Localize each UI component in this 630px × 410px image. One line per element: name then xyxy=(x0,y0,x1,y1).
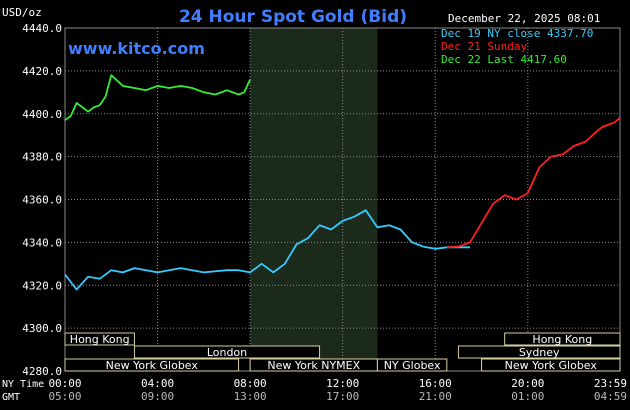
session-label: New York NYMEX xyxy=(267,359,360,372)
x-tick-label: 13:00 xyxy=(234,390,267,403)
session-bar xyxy=(504,332,621,346)
y-tick-label: 4420.0 xyxy=(22,65,62,78)
session-label: London xyxy=(207,346,247,359)
session-bar xyxy=(64,332,135,346)
series-lines xyxy=(64,74,621,291)
y-tick-label: 4280.0 xyxy=(22,365,62,378)
time-row-label: GMT xyxy=(2,392,20,403)
y-axis: 4280.0 4300.0 4320.0 4340.0 4360.0 4380.0 4400… xyxy=(22,22,62,378)
x-tick-label: 23:59 xyxy=(594,377,627,390)
legend-entry-last: Dec 22 Last 4417.60 xyxy=(441,53,567,66)
legend: Dec 19 NY close 4337.70 Dec 21 Sunday De… xyxy=(441,27,593,66)
y-tick-label: 4360.0 xyxy=(22,194,62,207)
session-bar xyxy=(64,358,240,372)
x-tick-label: 09:00 xyxy=(141,390,174,403)
site-watermark: www.kitco.com xyxy=(68,39,205,58)
x-axis: NY Time 00:00 04:00 08:00 12:00 16:00 20:00 23:… xyxy=(2,377,627,403)
timestamp: December 22, 2025 08:01 xyxy=(448,12,600,25)
y-tick-label: 4400.0 xyxy=(22,108,62,121)
session-label: Hong Kong xyxy=(532,333,592,346)
x-tick-label: 01:00 xyxy=(511,390,544,403)
x-tick-label: 04:59 xyxy=(594,390,627,403)
session-bar xyxy=(376,358,448,372)
x-tick-label: 17:00 xyxy=(326,390,359,403)
x-tick-label: 21:00 xyxy=(419,390,452,403)
session-bar xyxy=(457,345,621,359)
session-bar xyxy=(133,345,321,359)
legend-entry-ny-close: Dec 19 NY close 4337.70 xyxy=(441,27,593,40)
x-tick-label: 12:00 xyxy=(326,377,359,390)
session-label: New York Globex xyxy=(505,359,598,372)
x-tick-label: 20:00 xyxy=(511,377,544,390)
unit-label: USD/oz xyxy=(2,6,42,19)
market-session-bars: Hong Kong London New York Globex New York N… xyxy=(64,332,621,372)
y-tick-label: 4380.0 xyxy=(22,151,62,164)
legend-entry-sunday: Dec 21 Sunday xyxy=(441,40,527,53)
y-tick-label: 4440.0 xyxy=(22,22,62,35)
x-tick-label: 16:00 xyxy=(419,377,452,390)
series-line xyxy=(64,74,251,121)
session-bar xyxy=(481,358,621,372)
session-label: NY Globex xyxy=(384,359,441,372)
y-tick-label: 4340.0 xyxy=(22,236,62,249)
y-tick-label: 4320.0 xyxy=(22,279,62,292)
series-line xyxy=(64,209,470,291)
x-tick-label: 04:00 xyxy=(141,377,174,390)
y-tick-label: 4300.0 xyxy=(22,322,62,335)
time-row-label: NY Time xyxy=(2,379,44,390)
session-label: Hong Kong xyxy=(70,333,130,346)
x-tick-label: 08:00 xyxy=(234,377,267,390)
series-line xyxy=(596,117,621,132)
session-label: Sydney xyxy=(519,346,560,359)
chart-title: 24 Hour Spot Gold (Bid) xyxy=(179,7,407,27)
series-line xyxy=(446,130,598,249)
x-tick-label: 00:00 xyxy=(48,377,81,390)
session-label: New York Globex xyxy=(106,359,199,372)
x-tick-label: 05:00 xyxy=(48,390,81,403)
